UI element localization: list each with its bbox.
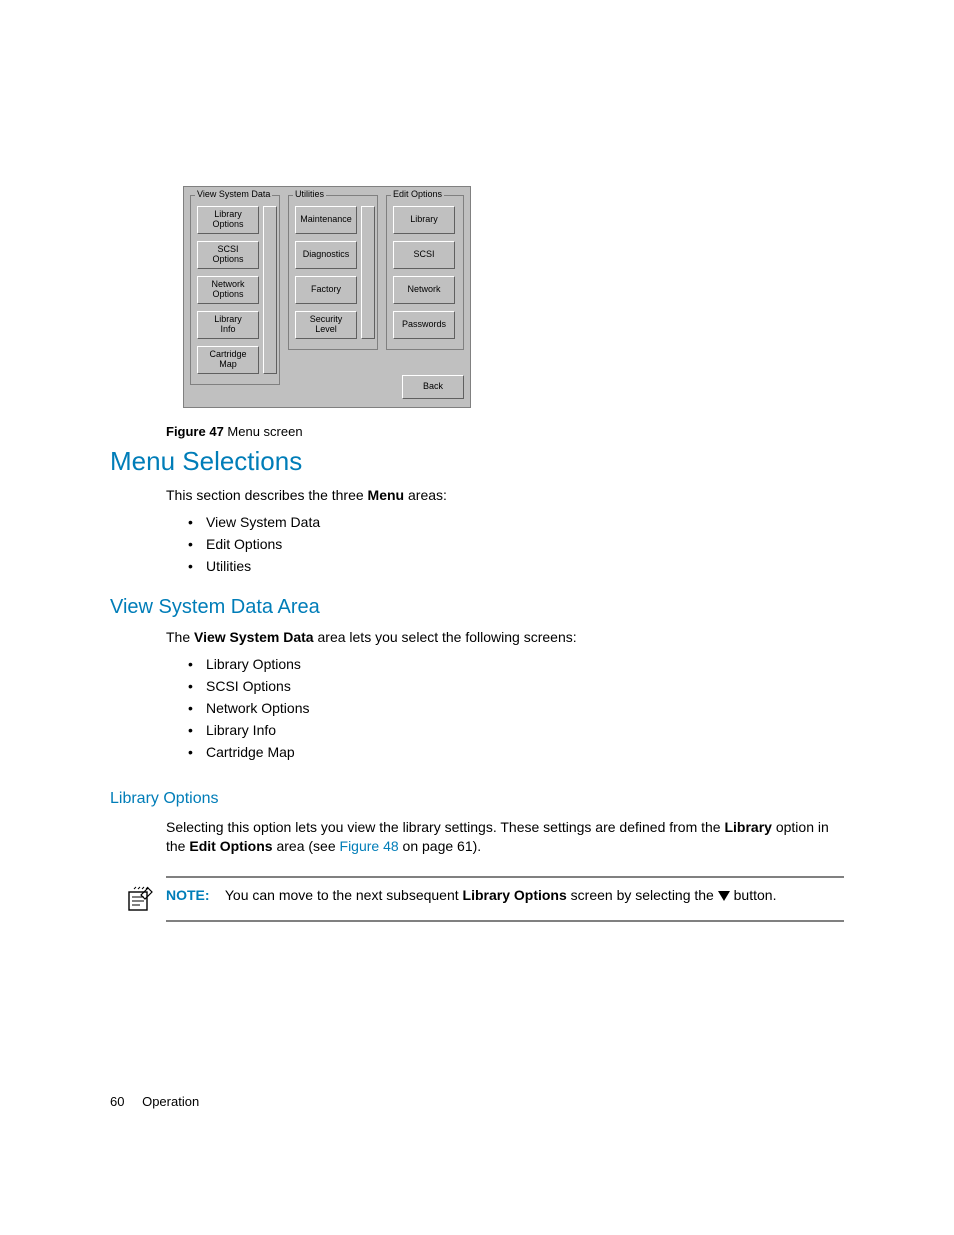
menu-screen-figure: View System Data Library Options SCSI Op… xyxy=(183,186,471,408)
document-page: View System Data Library Options SCSI Op… xyxy=(0,0,954,1235)
btn-factory[interactable]: Factory xyxy=(295,276,357,304)
btn-cartridge-map[interactable]: Cartridge Map xyxy=(197,346,259,374)
btn-scsi-options[interactable]: SCSI Options xyxy=(197,241,259,269)
btn-library-info[interactable]: Library Info xyxy=(197,311,259,339)
down-triangle-icon xyxy=(718,891,730,901)
xref-figure-48[interactable]: Figure 48 xyxy=(340,838,399,854)
btn-back[interactable]: Back xyxy=(402,375,464,399)
note-block: NOTE: You can move to the next subsequen… xyxy=(166,876,844,922)
group-label: Edit Options xyxy=(391,189,444,199)
list-item: •View System Data xyxy=(188,514,320,530)
group-view-system-data: View System Data Library Options SCSI Op… xyxy=(190,195,280,385)
btn-edit-scsi[interactable]: SCSI xyxy=(393,241,455,269)
note-label: NOTE: xyxy=(166,887,210,903)
group-edit-options: Edit Options Library SCSI Network Passwo… xyxy=(386,195,464,350)
btn-security-level[interactable]: Security Level xyxy=(295,311,357,339)
figure-caption: Figure 47 Menu screen xyxy=(166,424,303,439)
heading-menu-selections: Menu Selections xyxy=(110,446,302,477)
scrollbar-view-system-data[interactable] xyxy=(263,206,277,374)
group-label: View System Data xyxy=(195,189,272,199)
list-item: •Utilities xyxy=(188,558,320,574)
heading-library-options: Library Options xyxy=(110,790,219,808)
btn-edit-passwords[interactable]: Passwords xyxy=(393,311,455,339)
scrollbar-utilities[interactable] xyxy=(361,206,375,339)
list-item: •Cartridge Map xyxy=(188,744,309,760)
btn-edit-network[interactable]: Network xyxy=(393,276,455,304)
list-item: •Library Options xyxy=(188,656,309,672)
btn-network-options[interactable]: Network Options xyxy=(197,276,259,304)
group-label: Utilities xyxy=(293,189,326,199)
page-number: 60 xyxy=(110,1094,124,1109)
vsd-intro-paragraph: The View System Data area lets you selec… xyxy=(166,628,844,647)
note-text: NOTE: You can move to the next subsequen… xyxy=(166,886,776,906)
menu-areas-list: •View System Data •Edit Options •Utiliti… xyxy=(188,514,320,580)
list-item: •SCSI Options xyxy=(188,678,309,694)
vsd-list: •Library Options •SCSI Options •Network … xyxy=(188,656,309,766)
btn-maintenance[interactable]: Maintenance xyxy=(295,206,357,234)
btn-library-options[interactable]: Library Options xyxy=(197,206,259,234)
section-name: Operation xyxy=(142,1094,199,1109)
note-icon xyxy=(126,886,156,912)
list-item: •Edit Options xyxy=(188,536,320,552)
intro-paragraph: This section describes the three Menu ar… xyxy=(166,486,844,505)
library-options-paragraph: Selecting this option lets you view the … xyxy=(166,818,846,856)
list-item: •Library Info xyxy=(188,722,309,738)
note-rule-bottom xyxy=(166,920,844,922)
list-item: •Network Options xyxy=(188,700,309,716)
page-footer: 60 Operation xyxy=(110,1094,199,1109)
btn-diagnostics[interactable]: Diagnostics xyxy=(295,241,357,269)
figure-caption-text: Menu screen xyxy=(227,424,302,439)
btn-edit-library[interactable]: Library xyxy=(393,206,455,234)
figure-label: Figure 47 xyxy=(166,424,224,439)
group-utilities: Utilities Maintenance Diagnostics Factor… xyxy=(288,195,378,350)
heading-view-system-data-area: View System Data Area xyxy=(110,596,320,619)
